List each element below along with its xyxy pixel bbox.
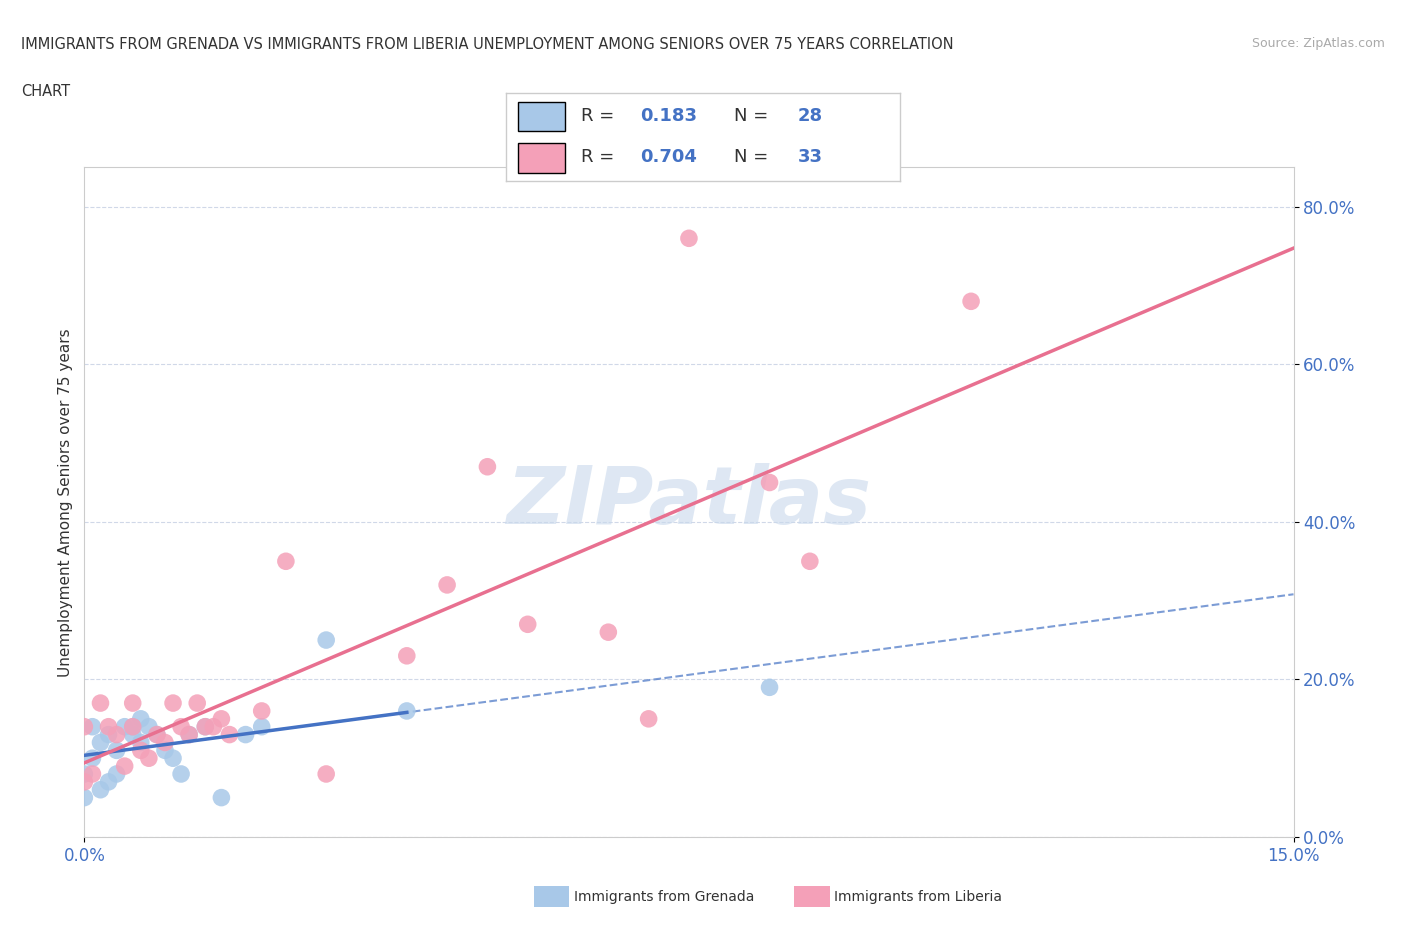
Point: [274, 554, 297, 569]
Text: N =: N =: [734, 149, 775, 166]
Point: [146, 727, 169, 742]
Point: [516, 617, 538, 631]
Point: [315, 766, 337, 781]
Point: [121, 727, 143, 742]
Text: 0.183: 0.183: [640, 107, 697, 125]
Point: [82, 766, 104, 781]
Point: [250, 703, 273, 718]
Point: [153, 743, 176, 758]
Y-axis label: Unemployment Among Seniors over 75 years: Unemployment Among Seniors over 75 years: [58, 328, 73, 676]
Point: [105, 743, 128, 758]
Point: [678, 231, 700, 246]
Point: [82, 751, 104, 765]
Point: [395, 648, 418, 663]
Text: 33: 33: [797, 149, 823, 166]
Point: [89, 735, 111, 750]
Point: [799, 554, 821, 569]
Point: [170, 719, 193, 734]
Text: Immigrants from Liberia: Immigrants from Liberia: [834, 889, 1001, 904]
Point: [73, 775, 96, 790]
Point: [97, 775, 120, 790]
Point: [73, 766, 96, 781]
Point: [170, 766, 193, 781]
Point: [105, 727, 128, 742]
Point: [114, 759, 136, 774]
Point: [105, 766, 128, 781]
FancyBboxPatch shape: [517, 143, 565, 173]
Point: [121, 719, 143, 734]
Point: [121, 719, 143, 734]
Point: [315, 632, 337, 647]
Point: [758, 475, 780, 490]
Text: R =: R =: [581, 149, 620, 166]
Point: [758, 680, 780, 695]
Point: [637, 711, 659, 726]
Point: [138, 751, 160, 765]
Point: [179, 727, 201, 742]
Text: 0.704: 0.704: [640, 149, 697, 166]
Point: [194, 719, 217, 734]
Point: [436, 578, 458, 592]
Text: IMMIGRANTS FROM GRENADA VS IMMIGRANTS FROM LIBERIA UNEMPLOYMENT AMONG SENIORS OV: IMMIGRANTS FROM GRENADA VS IMMIGRANTS FR…: [21, 37, 953, 52]
Point: [960, 294, 983, 309]
Text: CHART: CHART: [21, 84, 70, 99]
Point: [186, 696, 208, 711]
Point: [153, 735, 176, 750]
Point: [202, 719, 225, 734]
Point: [73, 790, 96, 805]
Point: [218, 727, 240, 742]
Point: [395, 703, 418, 718]
Text: 28: 28: [797, 107, 823, 125]
Text: Immigrants from Grenada: Immigrants from Grenada: [574, 889, 754, 904]
Point: [129, 743, 152, 758]
Point: [129, 735, 152, 750]
Text: R =: R =: [581, 107, 620, 125]
Point: [250, 719, 273, 734]
Point: [129, 711, 152, 726]
Text: Source: ZipAtlas.com: Source: ZipAtlas.com: [1251, 37, 1385, 50]
Point: [162, 751, 184, 765]
FancyBboxPatch shape: [517, 102, 565, 131]
Text: ZIPatlas: ZIPatlas: [506, 463, 872, 541]
Point: [121, 696, 143, 711]
Point: [598, 625, 620, 640]
Point: [89, 782, 111, 797]
Point: [162, 696, 184, 711]
Point: [209, 790, 232, 805]
Point: [97, 727, 120, 742]
Point: [82, 719, 104, 734]
Point: [146, 727, 169, 742]
Point: [138, 719, 160, 734]
Point: [194, 719, 217, 734]
Point: [89, 696, 111, 711]
Point: [209, 711, 232, 726]
Point: [73, 719, 96, 734]
Point: [114, 719, 136, 734]
Text: N =: N =: [734, 107, 775, 125]
Point: [179, 727, 201, 742]
Point: [235, 727, 257, 742]
Point: [477, 459, 499, 474]
Point: [97, 719, 120, 734]
